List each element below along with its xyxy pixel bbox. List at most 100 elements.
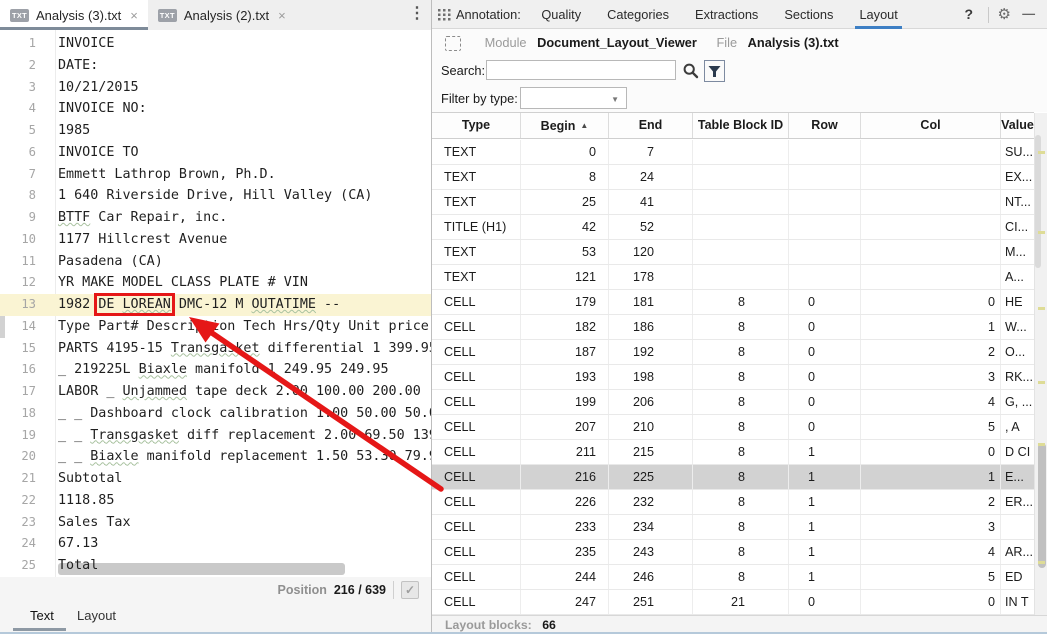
- editor-line[interactable]: 3 10/21/2015: [0, 77, 431, 99]
- table-cell: 8: [693, 290, 789, 314]
- annotation-panel: Annotation: Quality Categories Extractions…: [432, 0, 1047, 632]
- table-row[interactable]: CELL 211 215 8 1 0 D CI: [432, 440, 1034, 465]
- panel-scrollbar-thumb[interactable]: [1038, 443, 1046, 568]
- table-row[interactable]: CELL 193 198 8 0 3 RK...: [432, 365, 1034, 390]
- editor-line[interactable]: 12 YR MAKE MODEL CLASS PLATE # VIN: [0, 272, 431, 294]
- table-scrollbar-thumb[interactable]: [1035, 135, 1041, 268]
- column-header[interactable]: End: [609, 113, 693, 138]
- editor-line[interactable]: 1 INVOICE: [0, 33, 431, 55]
- editor-line[interactable]: 5 1985: [0, 120, 431, 142]
- table-cell: [693, 240, 789, 264]
- tab-layout[interactable]: Layout: [77, 608, 117, 623]
- column-header[interactable]: Table Block ID: [693, 113, 789, 138]
- scrollbar-track[interactable]: [1034, 113, 1047, 615]
- table-row[interactable]: CELL 179 181 8 0 0 HE: [432, 290, 1034, 315]
- gear-icon[interactable]: ⚙: [997, 6, 1011, 23]
- kebab-menu-icon[interactable]: ⋮: [409, 5, 425, 22]
- module-value: Document_Layout_Viewer: [537, 35, 697, 50]
- editor-line[interactable]: 17 LABOR _ Unjammed tape deck 2.00 100.00…: [0, 381, 431, 403]
- filter-button[interactable]: [704, 60, 725, 82]
- table-row[interactable]: CELL 182 186 8 0 1 W...: [432, 315, 1034, 340]
- column-header[interactable]: Row: [789, 113, 861, 138]
- editor-line[interactable]: 8 1 640 Riverside Drive, Hill Valley (CA): [0, 185, 431, 207]
- table-cell: 1: [789, 515, 861, 539]
- table-cell: A...: [1005, 270, 1024, 284]
- editor-line[interactable]: 9 BTTF Car Repair, inc.: [0, 207, 431, 229]
- editor-line[interactable]: 25 Total: [0, 555, 431, 577]
- panel-tab-extractions[interactable]: Extractions: [695, 7, 759, 22]
- table-cell: 8: [693, 315, 789, 339]
- table-row[interactable]: CELL 216 225 8 1 1 E...: [432, 465, 1034, 490]
- line-text: LABOR _ Unjammed tape deck 2.00 100.00 2…: [58, 384, 421, 400]
- editor-line[interactable]: 2 DATE:: [0, 55, 431, 77]
- editor-line[interactable]: 23 Sales Tax: [0, 512, 431, 534]
- help-icon[interactable]: ?: [964, 6, 973, 22]
- table-cell: 216: [521, 465, 609, 489]
- editor-line[interactable]: 16 _ 219225L Biaxle manifold 1 249.95 249…: [0, 359, 431, 381]
- filter-type-dropdown[interactable]: ▼: [520, 87, 627, 109]
- table-row[interactable]: TEXT 8 24 EX...: [432, 165, 1034, 190]
- tab-label: Analysis (3).txt: [36, 7, 122, 23]
- editor-line[interactable]: 20 _ _ Biaxle manifold replacement 1.50 5…: [0, 446, 431, 468]
- table-row[interactable]: CELL 235 243 8 1 4 AR...: [432, 540, 1034, 565]
- table-row[interactable]: TEXT 121 178 A...: [432, 265, 1034, 290]
- editor-line[interactable]: 13 1982 DE LOREAN DMC-12 M OUTATIME --: [0, 293, 431, 317]
- line-number: 16: [21, 362, 36, 377]
- table-cell: 243: [609, 540, 693, 564]
- column-header[interactable]: Begin ▲: [521, 113, 609, 138]
- table-row[interactable]: CELL 207 210 8 0 5 , A: [432, 415, 1034, 440]
- column-header[interactable]: Col: [861, 113, 1001, 138]
- table-cell: 8: [693, 390, 789, 414]
- editor-line[interactable]: 21 Subtotal: [0, 468, 431, 490]
- line-text: BTTF Car Repair, inc.: [58, 210, 228, 226]
- table-row[interactable]: TITLE (H1) 42 52 CI...: [432, 215, 1034, 240]
- search-icon[interactable]: [682, 62, 700, 80]
- table-row[interactable]: TEXT 0 7 SU...: [432, 140, 1034, 165]
- editor-line[interactable]: 18 _ _ Dashboard clock calibration 1.00 5…: [0, 403, 431, 425]
- table-cell: 181: [609, 290, 693, 314]
- tab-text[interactable]: Text: [30, 608, 54, 623]
- text-editor[interactable]: 1 INVOICE 2 DATE: 3 10/21/2015 4 INVOICE NO: 5 19…: [0, 30, 431, 577]
- table-row[interactable]: CELL 244 246 8 1 5 ED: [432, 565, 1034, 590]
- table-cell: 0: [861, 590, 1001, 614]
- table-cell: 8: [693, 365, 789, 389]
- close-icon[interactable]: ×: [278, 7, 286, 23]
- status-checkbox[interactable]: ✓: [401, 581, 419, 599]
- stripe-mark: [1038, 381, 1045, 384]
- search-input[interactable]: [486, 60, 676, 80]
- editor-line[interactable]: 14 Type Part# Description Tech Hrs/Qty Un…: [0, 316, 431, 338]
- editor-line[interactable]: 24 67.13: [0, 533, 431, 555]
- table-row[interactable]: CELL 226 232 8 1 2 ER...: [432, 490, 1034, 515]
- table-cell: [693, 140, 789, 164]
- panel-tab-quality[interactable]: Quality: [541, 7, 582, 22]
- panel-tab-layout[interactable]: Layout: [855, 0, 903, 29]
- table-cell: 3: [861, 515, 1001, 539]
- filter-row: Filter by type: ▼: [432, 85, 1047, 112]
- editor-line[interactable]: 22 1118.85: [0, 490, 431, 512]
- editor-line[interactable]: 11 Pasadena (CA): [0, 251, 431, 273]
- table-row[interactable]: TEXT 25 41 NT...: [432, 190, 1034, 215]
- table-row[interactable]: CELL 187 192 8 0 2 O...: [432, 340, 1034, 365]
- table-row[interactable]: CELL 233 234 8 1 3: [432, 515, 1034, 540]
- layout-blocks-table: TEXT 0 7 SU... TEXT 8 24 EX... TEXT 25 41 NT... TITL…: [432, 140, 1034, 615]
- editor-tab[interactable]: TXT Analysis (2).txt ×: [148, 0, 296, 30]
- panel-tab-sections[interactable]: Sections: [784, 7, 834, 22]
- table-row[interactable]: TEXT 53 120 M...: [432, 240, 1034, 265]
- editor-line[interactable]: 7 Emmett Lathrop Brown, Ph.D.: [0, 164, 431, 186]
- panel-tab-categories[interactable]: Categories: [607, 7, 670, 22]
- panel-tabbar: Annotation: Quality Categories Extractions…: [432, 0, 1047, 29]
- editor-line[interactable]: 4 INVOICE NO:: [0, 98, 431, 120]
- grid-icon: [438, 9, 451, 21]
- horizontal-scrollbar[interactable]: [58, 563, 345, 575]
- column-header[interactable]: Value: [1001, 118, 1034, 132]
- column-header[interactable]: Type: [432, 113, 521, 138]
- editor-line[interactable]: 10 1177 Hillcrest Avenue: [0, 229, 431, 251]
- table-row[interactable]: CELL 199 206 8 0 4 G, ...: [432, 390, 1034, 415]
- table-row[interactable]: CELL 247 251 21 0 0 IN T: [432, 590, 1034, 615]
- editor-line[interactable]: 19 _ _ Transgasket diff replacement 2.00 …: [0, 425, 431, 447]
- editor-line[interactable]: 6 INVOICE TO: [0, 142, 431, 164]
- editor-line[interactable]: 15 PARTS 4195-15 Transgasket differential…: [0, 338, 431, 360]
- minimize-icon[interactable]: —: [1022, 6, 1035, 21]
- editor-tab[interactable]: TXT Analysis (3).txt ×: [0, 0, 148, 30]
- close-icon[interactable]: ×: [130, 7, 138, 23]
